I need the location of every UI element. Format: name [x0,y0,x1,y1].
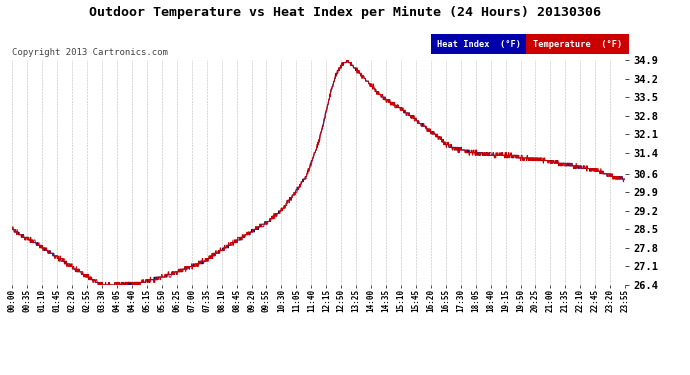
Text: Outdoor Temperature vs Heat Index per Minute (24 Hours) 20130306: Outdoor Temperature vs Heat Index per Mi… [89,6,601,19]
Text: Copyright 2013 Cartronics.com: Copyright 2013 Cartronics.com [12,48,168,57]
Text: Temperature  (°F): Temperature (°F) [533,40,622,49]
Text: Heat Index  (°F): Heat Index (°F) [437,40,521,49]
